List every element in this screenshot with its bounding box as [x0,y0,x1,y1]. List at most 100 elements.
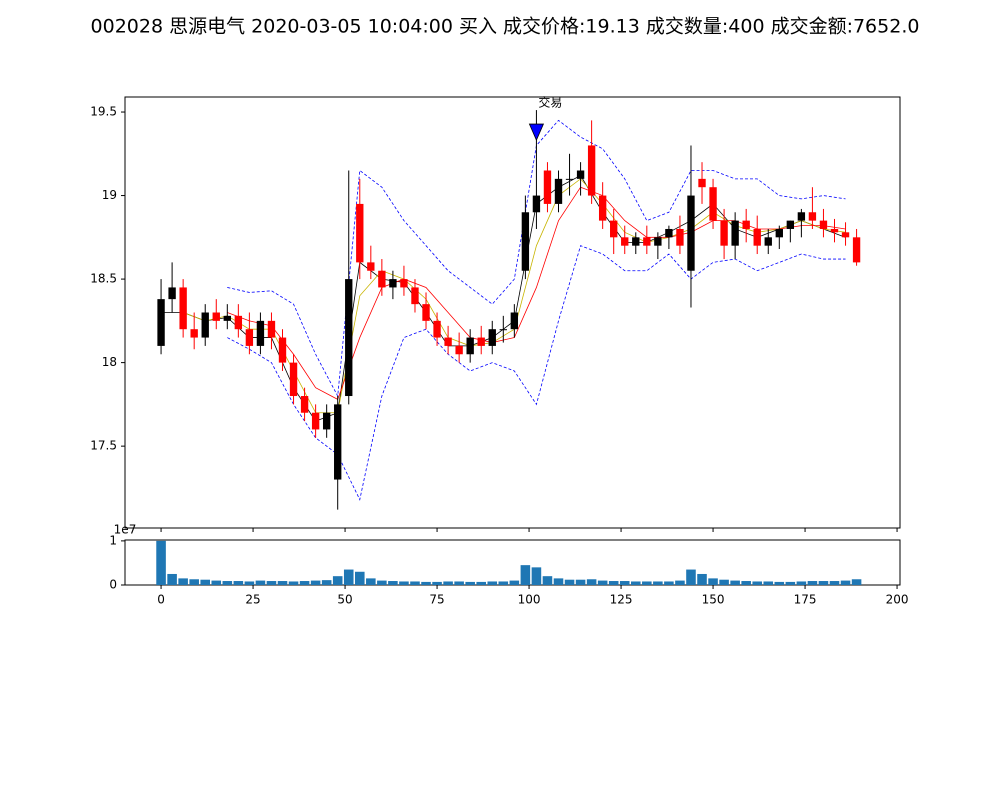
candle-body [322,412,331,430]
volume-bar [222,581,233,585]
candle-body [245,329,254,346]
volume-bar [476,581,487,585]
volume-bar [608,581,619,585]
y-tick-label: 19.5 [90,105,117,119]
candle-body [565,178,574,180]
candle-body [632,237,640,246]
volume-bar [774,581,785,585]
candle-body [311,412,320,430]
volume-bar [763,581,774,585]
candle-body [223,315,231,321]
volume-bar [575,579,586,585]
candle-body [190,329,198,338]
y-tick-label: 18.5 [90,272,117,286]
indicator-line [227,245,846,501]
volume-bar [432,581,442,585]
volume-bar [553,578,564,585]
candle-body [400,279,408,288]
volume-bar [421,581,431,585]
annotation-label: 交易 [538,95,562,110]
volume-bar [686,569,696,585]
volume-bar [454,581,464,585]
candle-body [234,315,243,330]
candle-body [532,195,541,213]
volume-bar [708,578,718,585]
candle-body [654,237,662,246]
volume-bar [233,581,244,585]
x-tick-label: 125 [610,593,633,607]
volume-bar [531,567,542,585]
volume-bar [509,580,520,585]
volume-bar [675,580,685,585]
volume-bar [719,579,729,585]
candle-body [852,237,861,263]
volume-bar [178,578,188,585]
volume-bar [366,578,376,585]
candle-body [378,270,386,288]
candle-body [256,320,265,346]
candle-body [819,220,828,229]
candle-body [643,237,651,246]
volume-bar [597,580,608,585]
candle-body [422,304,430,321]
volume-bar [156,540,166,585]
candle-body [753,228,761,246]
volume-bar [840,580,851,585]
volume-bar [829,581,840,585]
plot-area [157,119,861,510]
candle-body [731,220,739,246]
candle-body [345,279,353,397]
candle-body [621,237,629,246]
candle-body [676,228,684,246]
chart-title: 002028 思源电气 2020-03-05 10:04:00 买入 成交价格:… [91,16,920,38]
volume-bar [211,580,222,585]
volume-bar [498,581,509,585]
candle-body [786,220,795,229]
y-tick-label: 18 [102,355,117,369]
candle-body [433,320,441,338]
volume-bar [752,581,763,585]
candle-body [356,203,364,263]
candle-body [610,220,618,238]
volume-bar [189,579,199,585]
volume-bar [167,573,177,585]
x-tick-label: 0 [157,593,165,607]
candle-body [157,299,165,346]
volume-bar [377,580,387,585]
candle-body [488,329,496,346]
volume-bar [818,581,829,585]
volume-bar [332,576,343,585]
y-tick-label: 19 [102,188,117,202]
candle-body [278,337,287,363]
volume-bar [266,581,277,585]
volume-bar [388,581,398,585]
volume-bar [642,581,652,585]
volume-bar [520,565,531,585]
candle-body [797,212,806,221]
candle-body [841,232,850,238]
candle-body [720,220,728,246]
candle-body [598,195,607,221]
candle-body [764,237,772,246]
x-tick-label: 175 [794,593,817,607]
x-tick-label: 150 [702,593,725,607]
candle-body [665,228,673,238]
volume-bar [277,581,288,585]
x-tick-label: 50 [337,593,352,607]
candle-body [521,212,530,271]
x-tick-label: 200 [886,593,909,607]
candle-body [510,312,519,330]
volume-bar [630,581,641,585]
candle-body [389,279,397,288]
candle-body [775,228,783,238]
candle-body [808,212,817,221]
main-frame [124,96,901,529]
trade-marker [528,123,545,142]
volume-bar [410,581,420,585]
candle-body [466,337,474,355]
candle-body [168,287,176,300]
volume-bar [564,579,575,585]
volume-bar [785,581,796,585]
